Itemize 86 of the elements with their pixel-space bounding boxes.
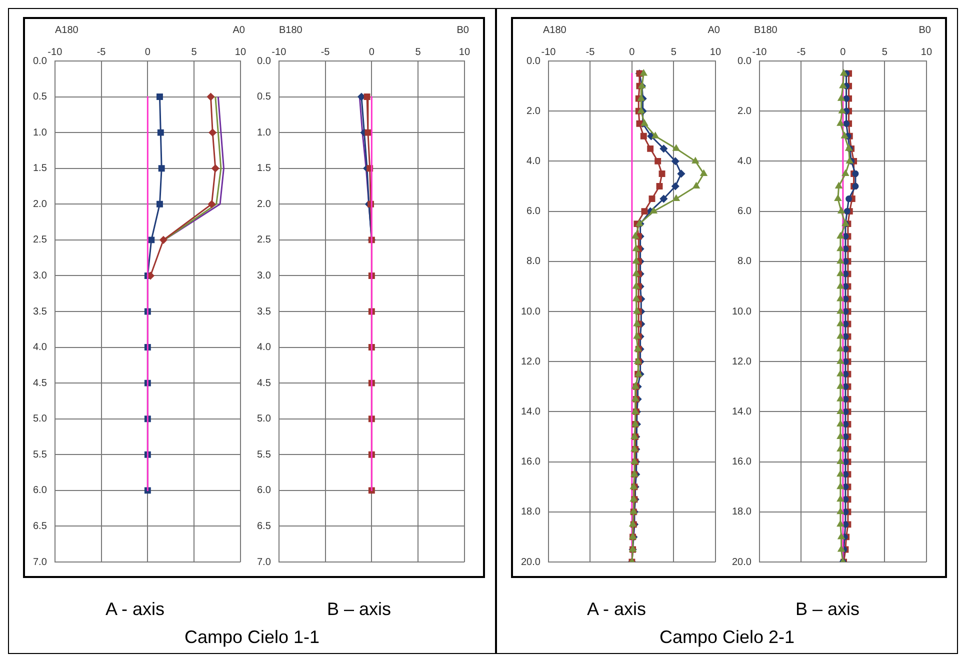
x-tick-label: 10: [458, 46, 470, 58]
x-tick-label: 0: [368, 46, 375, 58]
text: B0: [918, 25, 931, 37]
y-tick-label: 7.0: [32, 556, 48, 568]
x-axis-title: B – axis: [794, 599, 861, 620]
x-axis-title: A - axis: [104, 599, 166, 620]
y-tick-label: 10.0: [520, 306, 541, 318]
y-tick-label: 1.5: [32, 163, 48, 174]
y-tick-label: 4.5: [32, 378, 48, 389]
y-tick-label: 4.0: [526, 156, 541, 167]
y-tick-label: 3.5: [32, 306, 48, 318]
x-tick-label: -5: [796, 46, 806, 58]
y-tick-label: 12.0: [520, 356, 541, 368]
y-tick-label: 14.0: [520, 406, 541, 418]
x-tick-label: -5: [320, 46, 330, 58]
y-tick-label: 2.0: [32, 198, 48, 210]
y-tick-label: 0.0: [526, 56, 541, 67]
x-tick-label: 5: [882, 46, 888, 58]
y-tick-label: 2.0: [526, 106, 541, 117]
x-tick-label: 5: [670, 46, 677, 58]
x-tick-label: -10: [48, 46, 63, 58]
y-tick-label: 5.5: [32, 449, 48, 460]
x-tick-label: 10: [710, 46, 722, 58]
y-tick-label: 1.0: [32, 127, 48, 138]
y-tick-label: 0.0: [32, 56, 48, 67]
y-tick-label: 18.0: [520, 506, 541, 518]
y-tick-label: 0.0: [256, 56, 272, 67]
text: A180: [543, 25, 566, 37]
y-tick-label: 6.0: [32, 485, 48, 496]
y-tick-label: 14.0: [732, 406, 752, 418]
x-tick-label: 10: [234, 46, 246, 58]
y-tick-label: 6.0: [738, 206, 752, 218]
x-tick-label: 5: [191, 46, 198, 58]
x-tick-label: 0: [144, 46, 151, 58]
y-tick-label: 0.5: [256, 92, 272, 103]
x-tick-label: 10: [920, 46, 932, 58]
text: Campo Cielo 1-1: [184, 627, 320, 647]
y-tick-label: 5.0: [32, 414, 48, 425]
y-tick-label: 7.0: [256, 556, 272, 568]
y-tick-label: 6.5: [32, 520, 48, 532]
y-tick-label: 6.0: [526, 206, 541, 218]
text: B180: [279, 25, 302, 37]
x-tick-label: -10: [752, 46, 768, 58]
y-tick-label: 10.0: [732, 306, 752, 318]
text: A0: [708, 25, 720, 37]
x-axis-title: B – axis: [326, 599, 392, 620]
y-tick-label: 2.0: [738, 106, 752, 117]
y-tick-label: 2.0: [256, 198, 272, 210]
x-axis-title: A - axis: [586, 599, 648, 620]
x-tick-label: 0: [840, 46, 846, 58]
y-tick-label: 0.0: [738, 56, 752, 67]
y-tick-label: 4.0: [738, 156, 752, 167]
y-tick-label: 2.5: [32, 234, 48, 246]
x-tick-label: -5: [586, 46, 596, 58]
x-tick-label: -5: [96, 46, 106, 58]
y-tick-label: 8.0: [738, 256, 752, 268]
y-tick-label: 4.0: [32, 342, 48, 354]
y-tick-label: 20.0: [732, 556, 752, 568]
y-tick-label: 2.5: [256, 234, 272, 246]
x-tick-label: 5: [415, 46, 422, 58]
text: B180: [754, 25, 778, 37]
y-tick-label: 3.0: [256, 270, 272, 282]
y-tick-label: 4.5: [256, 378, 272, 389]
x-tick-label: -10: [541, 46, 556, 58]
y-tick-label: 4.0: [256, 342, 272, 354]
y-tick-label: 1.0: [256, 127, 272, 138]
y-tick-label: 6.5: [256, 520, 272, 532]
y-tick-label: 16.0: [732, 456, 752, 468]
y-tick-label: 3.0: [32, 270, 48, 282]
y-tick-label: 18.0: [732, 506, 752, 518]
y-tick-label: 8.0: [526, 256, 541, 268]
x-tick-label: 0: [629, 46, 636, 58]
x-tick-label: -10: [272, 46, 287, 58]
text: B0: [456, 25, 469, 37]
text: A0: [232, 25, 245, 37]
text: Campo Cielo 2-1: [659, 627, 795, 647]
text: A180: [55, 25, 78, 37]
y-tick-label: 12.0: [732, 356, 752, 368]
y-tick-label: 20.0: [520, 556, 541, 568]
y-tick-label: 3.5: [256, 306, 272, 318]
y-tick-label: 5.5: [256, 449, 272, 460]
y-tick-label: 0.5: [32, 92, 48, 103]
y-tick-label: 1.5: [256, 163, 272, 174]
y-tick-label: 16.0: [520, 456, 541, 468]
y-tick-label: 6.0: [256, 485, 272, 496]
y-tick-label: 5.0: [256, 414, 272, 425]
